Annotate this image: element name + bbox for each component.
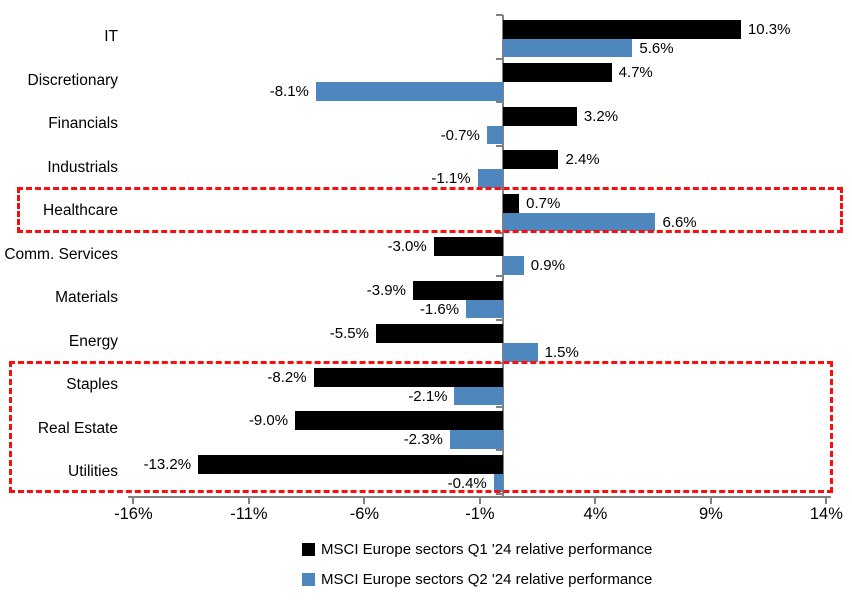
y-axis-tick <box>496 492 503 495</box>
y-axis-tick <box>496 101 503 103</box>
legend-swatch-q2 <box>302 573 315 586</box>
data-label: -8.1% <box>269 83 309 101</box>
data-label: 0.9% <box>530 257 565 275</box>
data-label: -8.2% <box>267 368 307 386</box>
category-label: Comm. Services <box>4 245 118 263</box>
bar-q1-real-estate <box>295 411 503 431</box>
bar-q1-materials <box>412 280 503 300</box>
data-label: 5.6% <box>639 39 674 57</box>
x-axis-tick-label: -1% <box>465 505 495 523</box>
bar-q1-staples <box>313 367 503 387</box>
bar-q2-utilities <box>493 473 503 493</box>
category-label: Energy <box>68 332 118 350</box>
data-label: 6.6% <box>662 213 697 231</box>
y-axis-tick <box>496 275 503 277</box>
category-label: Real Estate <box>37 419 118 437</box>
x-axis-tick-label: -16% <box>114 505 153 523</box>
y-axis-tick <box>496 449 503 451</box>
x-axis-tick <box>132 496 135 504</box>
bar-q1-utilities <box>198 454 503 474</box>
x-axis-tick-label: 4% <box>583 505 608 523</box>
bar-q2-real-estate <box>449 430 503 449</box>
data-label: -1.1% <box>431 170 471 188</box>
bar-q2-industrials <box>477 169 503 188</box>
legend-label-q1: MSCI Europe sectors Q1 '24 relative perf… <box>321 541 653 558</box>
healthcare-highlight-box <box>17 187 843 233</box>
x-axis-tick <box>825 496 828 504</box>
defensive-sectors-highlight-box <box>9 361 833 493</box>
y-axis-tick <box>496 14 503 16</box>
category-label: Financials <box>48 115 118 132</box>
bar-q2-it <box>503 38 633 58</box>
bar-q2-discretionary <box>315 82 503 101</box>
bar-q2-healthcare <box>503 212 656 232</box>
data-label: -1.6% <box>419 300 460 318</box>
bar-q2-comm-services <box>503 256 524 275</box>
category-label: Staples <box>66 376 118 393</box>
category-label: IT <box>104 28 118 45</box>
category-label: Healthcare <box>43 202 118 219</box>
bar-q1-healthcare <box>503 193 520 213</box>
data-label: -3.9% <box>366 281 406 299</box>
data-label: -0.4% <box>447 474 487 492</box>
category-label: Discretionary <box>27 71 118 89</box>
data-label: 1.5% <box>544 344 579 362</box>
x-axis-tick <box>247 496 250 504</box>
x-axis-tick-label: -11% <box>230 505 268 523</box>
y-axis-tick <box>496 57 503 60</box>
bar-q2-energy <box>503 343 538 362</box>
data-label: 3.2% <box>583 107 619 125</box>
data-label: 4.7% <box>618 64 653 82</box>
category-label: Materials <box>55 289 118 306</box>
x-axis-tick <box>709 496 712 504</box>
x-axis-tick-label: 9% <box>698 505 723 523</box>
bar-q2-staples <box>454 386 503 406</box>
y-axis-tick <box>496 405 503 408</box>
y-axis-tick <box>496 318 503 321</box>
data-label: -2.1% <box>408 387 448 405</box>
y-axis-tick <box>496 144 503 147</box>
data-label: -3.0% <box>387 238 427 256</box>
category-label: Industrials <box>47 158 118 176</box>
category-label: Utilities <box>68 463 118 480</box>
data-label: -0.7% <box>440 126 480 144</box>
x-axis-tick <box>478 496 481 504</box>
legend-label-q2: MSCI Europe sectors Q2 '24 relative perf… <box>321 571 653 588</box>
bar-q2-financials <box>486 125 503 145</box>
data-label: -2.3% <box>403 431 443 449</box>
data-label: 10.3% <box>747 20 791 38</box>
x-axis-tick <box>594 496 597 504</box>
data-label: -13.2% <box>143 455 192 473</box>
data-label: -9.0% <box>248 412 289 430</box>
data-label: 0.7% <box>526 194 561 212</box>
bar-q1-comm-services <box>433 237 503 257</box>
data-label: -5.5% <box>329 325 369 343</box>
bar-q1-industrials <box>503 150 559 170</box>
x-axis-tick <box>363 496 366 504</box>
x-axis-tick-label: 14% <box>809 505 843 523</box>
bar-q1-energy <box>375 324 503 344</box>
bar-q2-materials <box>466 299 503 319</box>
x-axis-tick-label: -6% <box>349 505 380 523</box>
bar-q1-financials <box>503 106 577 126</box>
bar-q1-it <box>503 19 741 39</box>
bar-q1-discretionary <box>503 63 612 83</box>
legend-swatch-q1 <box>302 543 315 556</box>
data-label: 2.4% <box>565 151 600 169</box>
